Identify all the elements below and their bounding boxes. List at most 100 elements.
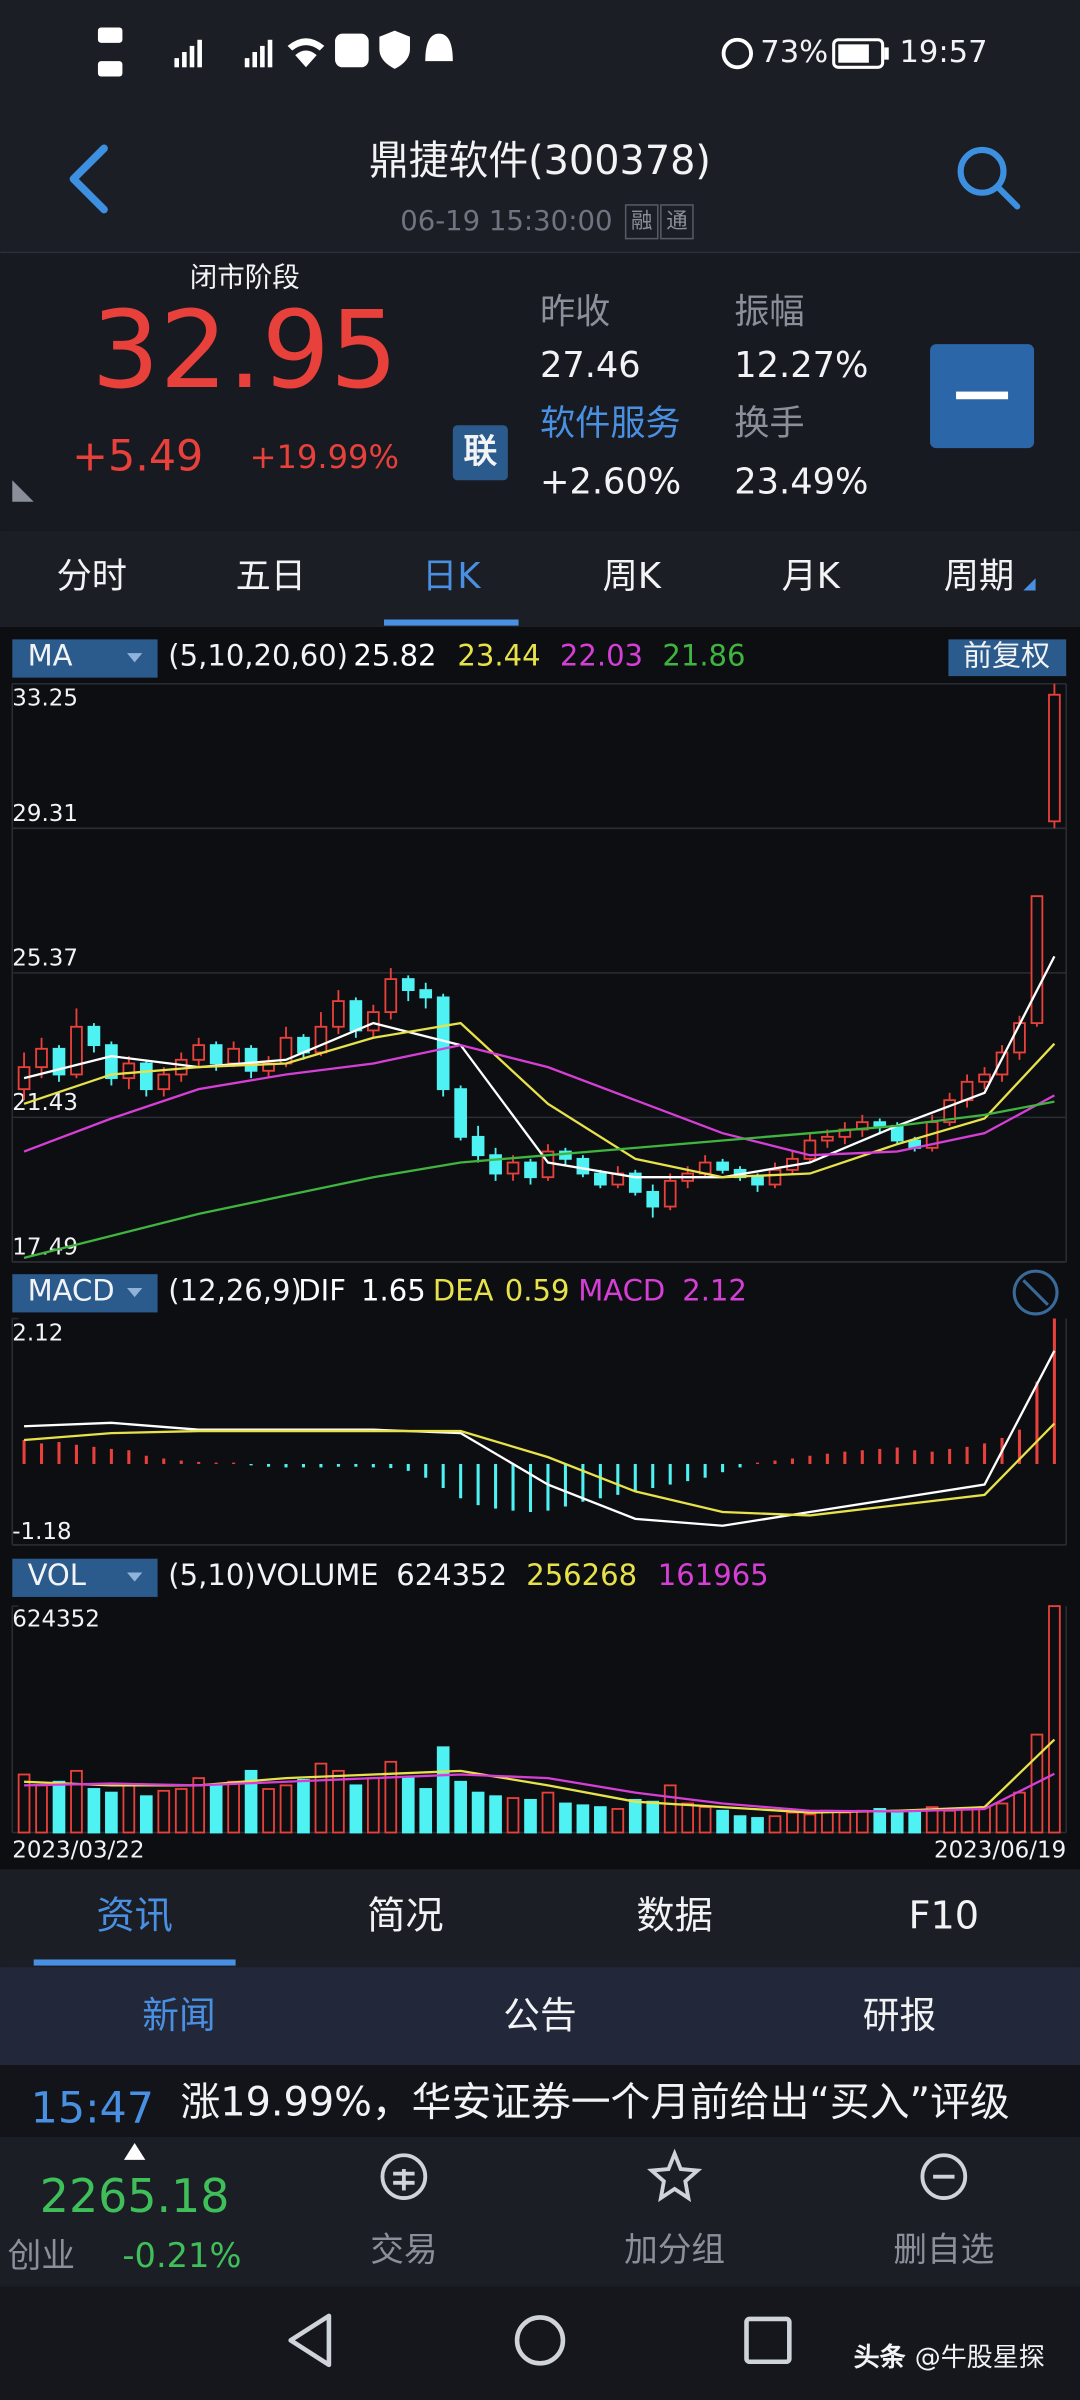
badge: 融	[631, 209, 652, 234]
vol-bars-value: 624352	[396, 1558, 507, 1592]
vol-params: (5,10)	[168, 1558, 255, 1592]
sub-tab[interactable]: 新闻	[142, 1994, 215, 2037]
candle-body	[576, 1157, 590, 1175]
period-tab[interactable]: 周期	[944, 556, 1014, 597]
candle-body	[751, 1176, 764, 1186]
stat-label: 昨收	[540, 292, 610, 333]
minus-icon	[956, 391, 1009, 400]
volume-bar	[401, 1777, 415, 1834]
period-tab[interactable]: 分时	[57, 556, 127, 597]
indicator-line	[24, 1772, 1055, 1813]
indicator-line	[23, 1021, 1056, 1179]
sub-tab[interactable]: 公告	[503, 1994, 576, 2037]
period-tab[interactable]: 月K	[782, 556, 841, 597]
candle-body	[244, 1047, 258, 1072]
news-bg	[0, 2065, 1080, 2137]
index-marker	[123, 2143, 146, 2160]
volume-bar	[349, 1784, 363, 1834]
news-headline[interactable]: 涨19.99%，华安证券一个月前给出“买入”评级	[181, 2079, 1010, 2125]
volume-bar	[960, 1808, 974, 1834]
candle-body	[821, 1135, 834, 1142]
period-tab[interactable]: 周K	[603, 556, 662, 597]
volume-bar	[594, 1806, 607, 1834]
volume-bar	[35, 1784, 48, 1834]
watermark-author: @牛股星探	[915, 2343, 1045, 2373]
action-label[interactable]: 加分组	[624, 2230, 725, 2269]
volume-bar	[506, 1797, 520, 1834]
system-nav[interactable]	[288, 2313, 792, 2368]
market-phase: 闭市阶段	[190, 261, 300, 293]
badge-box	[624, 204, 659, 240]
change-pct: +19.99%	[250, 438, 399, 476]
vol-ma-value: 161965	[658, 1558, 769, 1592]
volume-bar	[838, 1811, 852, 1834]
ma-value: 22.03	[560, 639, 643, 673]
volume-bar	[209, 1784, 223, 1834]
volume-bar	[1048, 1605, 1061, 1834]
back-button[interactable]	[69, 144, 108, 214]
indicator-line	[23, 1422, 1056, 1517]
candle-body	[628, 1172, 642, 1193]
candle-body	[454, 1088, 467, 1138]
volume-bar	[139, 1795, 153, 1834]
y-tick-label: 33.25	[12, 686, 78, 712]
candle-body	[489, 1154, 502, 1175]
bottom-bar-bg	[0, 2136, 1080, 2287]
candle-body	[1048, 693, 1061, 823]
volume-bar	[873, 1808, 887, 1834]
indicator-arrow	[126, 1572, 143, 1582]
stat-label: 振幅	[734, 292, 804, 333]
volume-bar	[751, 1817, 764, 1834]
tab-underline	[33, 1959, 236, 1966]
period-tab[interactable]: 日K	[422, 556, 481, 597]
candle-body	[157, 1073, 171, 1091]
volume-bar	[978, 1806, 991, 1834]
volume-bar	[611, 1808, 625, 1834]
stat-label: 软件服务	[540, 403, 681, 444]
volume-bar	[1013, 1791, 1026, 1834]
volume-bar	[105, 1791, 118, 1834]
adjust-mode[interactable]: 前复权	[963, 639, 1050, 673]
sub-tab[interactable]: 研报	[863, 1994, 936, 2037]
candle-body	[524, 1161, 537, 1179]
badge: 通	[666, 209, 687, 234]
candle-body	[367, 1011, 380, 1032]
y-tick-label: 21.43	[12, 1090, 78, 1116]
candle-body	[209, 1044, 223, 1065]
chart-bg	[0, 627, 1080, 1870]
info-tab[interactable]: 数据	[636, 1895, 712, 1939]
volume-bar	[471, 1791, 485, 1834]
candle-body	[943, 1099, 956, 1124]
search-button[interactable]	[957, 146, 1021, 210]
volume-bar	[646, 1800, 660, 1834]
candle-body	[471, 1135, 485, 1157]
action-label[interactable]: 交易	[370, 2230, 437, 2269]
volume-bar	[681, 1802, 695, 1834]
info-tab[interactable]: 资讯	[96, 1895, 172, 1939]
period-tabs-bg	[0, 530, 1080, 628]
battery: 73%	[760, 35, 828, 70]
link-badge-box	[452, 425, 508, 481]
candle-body	[506, 1161, 520, 1175]
adjust-box[interactable]	[948, 639, 1067, 677]
x-start-label: 2023/03/22	[12, 1837, 144, 1863]
period-tab[interactable]: 五日	[236, 556, 306, 597]
indicator-name[interactable]: VOL	[28, 1558, 87, 1592]
info-tab[interactable]: F10	[908, 1895, 979, 1939]
volume-bar	[157, 1789, 171, 1834]
expand-icon[interactable]	[1012, 1269, 1059, 1316]
watermark-brand: 头条	[854, 2343, 907, 2373]
volume-bar	[70, 1769, 83, 1834]
y-tick-label: 29.31	[12, 801, 78, 827]
volume-bar	[768, 1815, 782, 1834]
volume-bar	[122, 1784, 136, 1834]
volume-bar	[716, 1809, 729, 1834]
info-tab[interactable]: 简况	[367, 1895, 443, 1939]
indicator-name[interactable]: MA	[28, 639, 73, 673]
candle-body	[646, 1190, 660, 1208]
indicator-name[interactable]: MACD	[28, 1274, 115, 1308]
candle-body	[139, 1062, 153, 1091]
volume-bar	[908, 1811, 922, 1834]
action-label[interactable]: 删自选	[893, 2230, 994, 2269]
volume-bar	[855, 1809, 869, 1834]
